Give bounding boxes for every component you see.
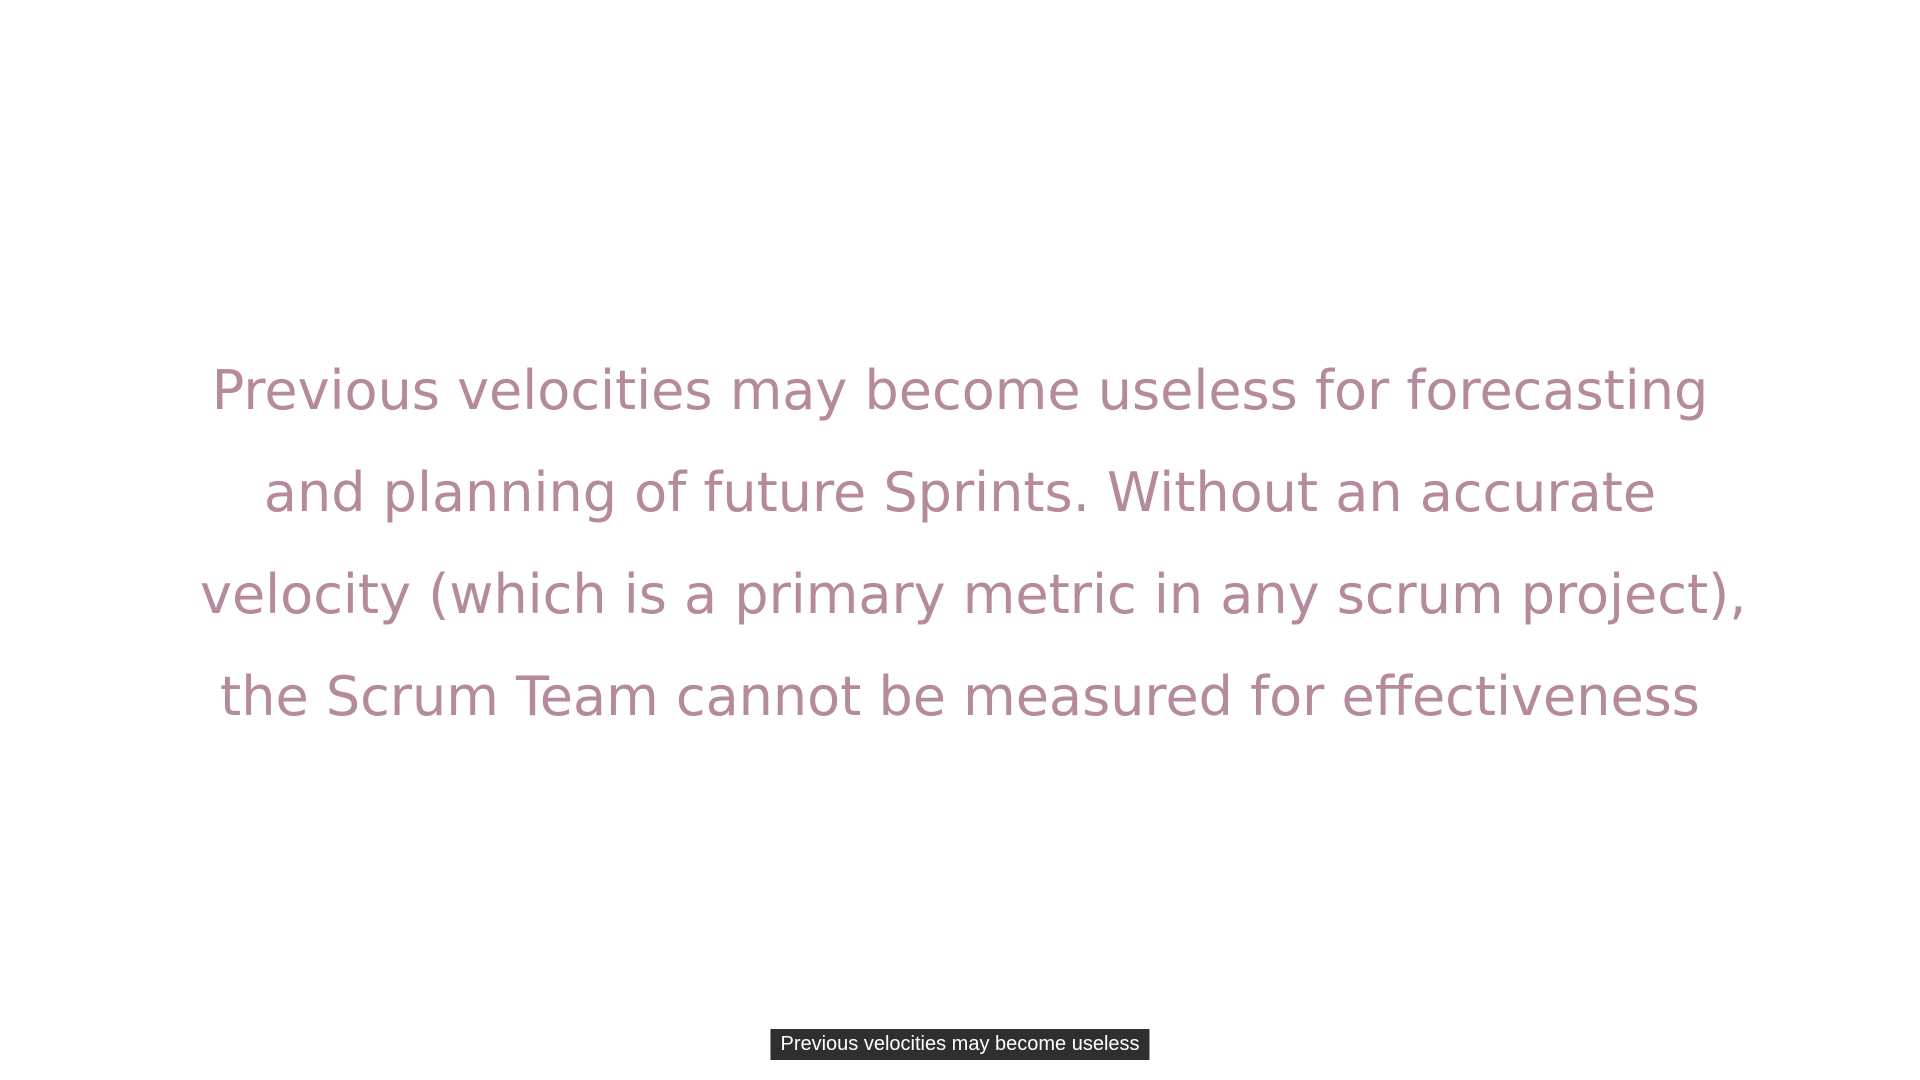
- slide-text-line: velocity (which is a primary metric in a…: [200, 563, 1747, 626]
- slide-text-line: Previous velocities may become useless f…: [211, 359, 1709, 422]
- slide-text-line: the Scrum Team cannot be measured for ef…: [220, 665, 1700, 728]
- slide-text-line: and planning of future Sprints. Without …: [263, 461, 1657, 524]
- slide-text-block: Previous velocities may become useless f…: [200, 340, 1747, 748]
- subtitle-caption: Previous velocities may become useless: [770, 1029, 1150, 1060]
